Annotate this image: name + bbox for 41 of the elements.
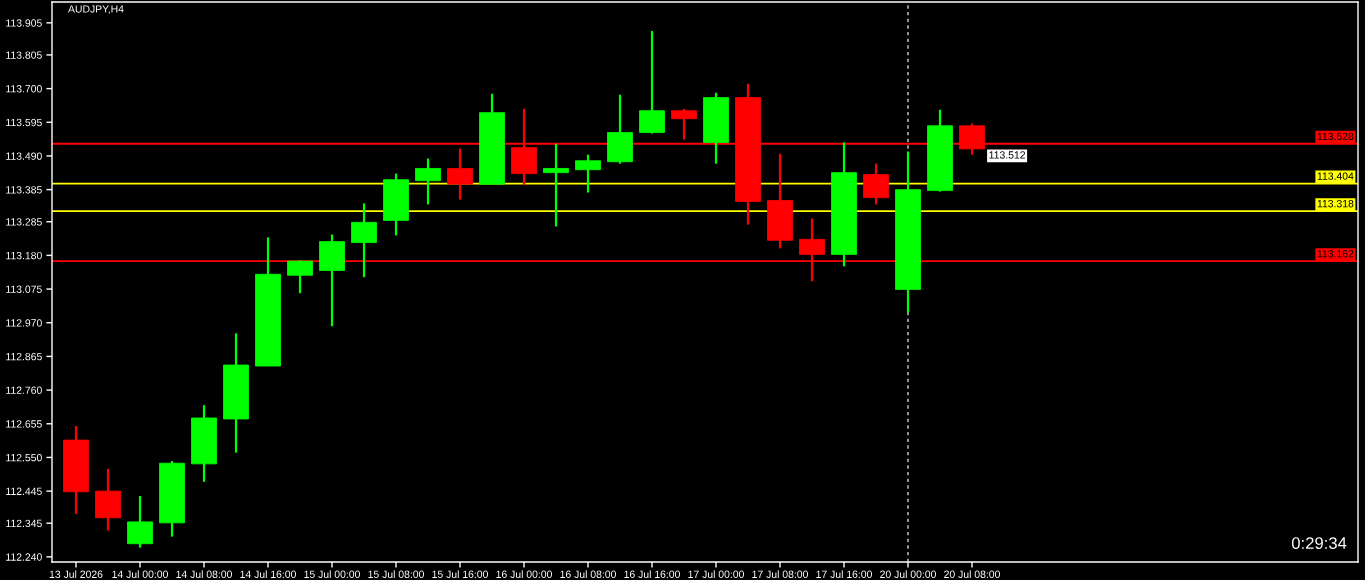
x-tick-label: 16 Jul 16:00: [624, 570, 680, 578]
x-tick-label: 13 Jul 2026: [49, 570, 103, 578]
y-tick-label: 112.865: [6, 352, 42, 361]
ref-line-label: 113.162: [1317, 250, 1354, 258]
x-tick-label: 14 Jul 00:00: [112, 570, 168, 578]
ref-line-label: 113.528: [1317, 132, 1354, 141]
x-tick-label: 20 Jul 08:00: [944, 570, 1000, 578]
ref-line-label: 113.404: [1317, 172, 1354, 180]
text: 0:29:34: [1291, 537, 1347, 549]
y-tick-label: 113.490: [6, 152, 42, 160]
x-tick-label: 15 Jul 08:00: [368, 570, 424, 578]
y-tick-label: 113.385: [6, 186, 42, 194]
x-tick-label: 20 Jul 00:00: [880, 570, 936, 578]
x-tick-label: 14 Jul 08:00: [176, 570, 232, 578]
y-tick-label: 113.595: [6, 118, 42, 127]
y-tick-label: 112.240: [6, 553, 42, 561]
y-tick-label: 113.075: [6, 285, 42, 293]
x-tick-label: 14 Jul 16:00: [240, 570, 296, 578]
y-tick-label: 112.445: [6, 487, 42, 495]
y-tick-label: 112.345: [6, 519, 42, 528]
y-tick-label: 112.970: [6, 319, 42, 327]
x-tick-label: 15 Jul 16:00: [432, 570, 488, 578]
y-tick-label: 112.550: [6, 453, 42, 462]
y-tick-label: 113.700: [6, 85, 42, 93]
y-tick-label: 113.805: [6, 51, 42, 59]
y-tick-label: 113.180: [6, 251, 42, 260]
y-tick-label: 113.285: [6, 218, 42, 226]
y-tick-label: 112.760: [6, 386, 42, 394]
candlestick: [671, 107, 697, 141]
x-tick-label: 17 Jul 00:00: [688, 570, 744, 578]
ref-line-label: 113.318: [1317, 200, 1354, 208]
x-tick-label: 17 Jul 08:00: [752, 570, 808, 578]
x-tick-label: 17 Jul 16:00: [816, 570, 872, 578]
x-tick-label: 15 Jul 00:00: [304, 570, 360, 578]
candlestick: [543, 142, 569, 228]
chart-title: AUDJPY,H4: [68, 5, 124, 14]
annotation: 113.512: [989, 151, 1026, 159]
x-tick-label: 16 Jul 08:00: [560, 570, 616, 578]
y-tick-label: 112.655: [6, 420, 42, 428]
y-tick-label: 113.905: [6, 19, 42, 27]
x-tick-label: 16 Jul 00:00: [496, 570, 552, 578]
